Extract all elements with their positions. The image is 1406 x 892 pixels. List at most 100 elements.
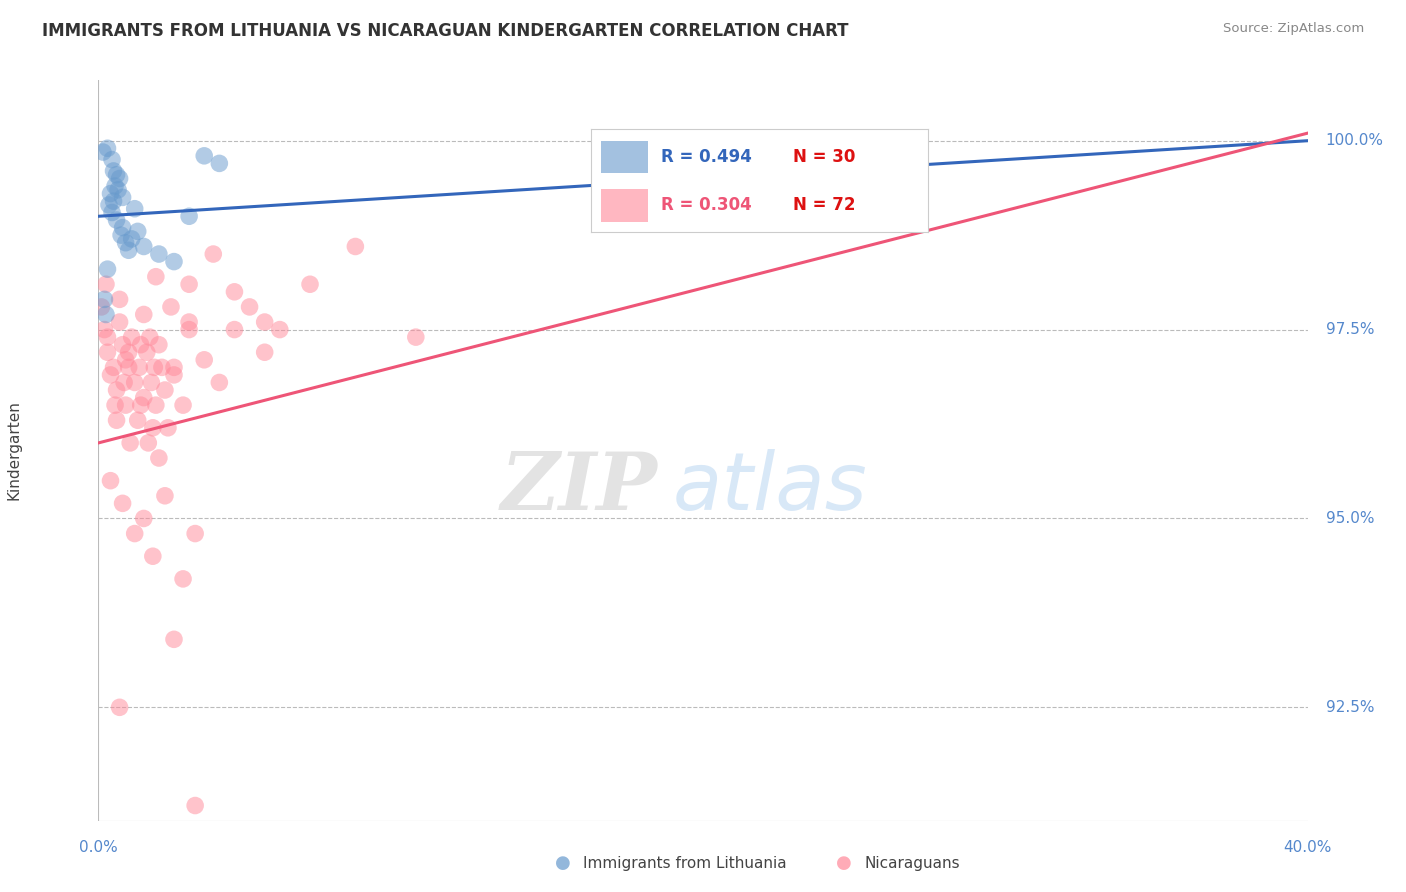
Point <box>108 700 131 714</box>
Point <box>108 171 131 186</box>
Point <box>108 293 131 307</box>
Point <box>90 300 112 314</box>
Point <box>114 398 136 412</box>
Point <box>132 391 155 405</box>
Point <box>193 149 215 163</box>
Point <box>103 164 125 178</box>
Point <box>101 205 124 219</box>
Point <box>93 322 115 336</box>
Point <box>118 244 141 258</box>
Point <box>136 436 159 450</box>
Point <box>118 345 141 359</box>
Point <box>141 376 163 390</box>
Point <box>143 360 166 375</box>
Point <box>124 526 146 541</box>
Point <box>107 183 129 197</box>
Point <box>111 496 134 510</box>
Point <box>94 308 117 322</box>
Point <box>153 383 176 397</box>
Point <box>224 285 246 299</box>
Point <box>127 224 149 238</box>
Point <box>179 315 201 329</box>
Point <box>96 262 118 277</box>
Text: IMMIGRANTS FROM LITHUANIA VS NICARAGUAN KINDERGARTEN CORRELATION CHART: IMMIGRANTS FROM LITHUANIA VS NICARAGUAN … <box>42 22 849 40</box>
Point <box>100 186 122 201</box>
Point <box>108 315 131 329</box>
Point <box>94 277 117 292</box>
Text: R = 0.494: R = 0.494 <box>661 148 752 166</box>
Point <box>114 352 136 367</box>
Point <box>100 474 122 488</box>
Text: ZIP: ZIP <box>501 450 658 527</box>
Point <box>105 413 128 427</box>
Point <box>239 300 262 314</box>
Point <box>179 322 201 336</box>
Point <box>104 179 127 194</box>
Point <box>91 145 114 159</box>
Point <box>156 421 179 435</box>
Point <box>142 549 165 564</box>
Point <box>105 168 128 182</box>
Point <box>148 450 170 465</box>
Text: 40.0%: 40.0% <box>1284 839 1331 855</box>
Point <box>105 213 128 227</box>
Point <box>111 337 134 351</box>
Point <box>145 269 167 284</box>
Point <box>111 190 134 204</box>
Bar <box>600 141 648 173</box>
Point <box>129 337 152 351</box>
Point <box>139 330 162 344</box>
Point <box>202 247 225 261</box>
Point <box>208 376 231 390</box>
Point <box>104 398 127 412</box>
Point <box>172 572 194 586</box>
Point <box>299 277 322 292</box>
Point <box>135 345 157 359</box>
Point <box>172 829 194 843</box>
Point <box>128 360 150 375</box>
Point <box>93 293 115 307</box>
Point <box>163 360 186 375</box>
Text: Nicaraguans: Nicaraguans <box>865 856 960 871</box>
Point <box>121 232 143 246</box>
Point <box>129 398 152 412</box>
Text: R = 0.304: R = 0.304 <box>661 196 752 214</box>
Point <box>253 315 276 329</box>
Point <box>253 345 276 359</box>
Text: ●: ● <box>835 855 852 872</box>
Point <box>208 156 231 170</box>
Point <box>163 368 186 382</box>
Text: atlas: atlas <box>672 450 868 527</box>
Point <box>124 376 146 390</box>
Point <box>120 436 142 450</box>
Point <box>160 300 183 314</box>
Text: ●: ● <box>554 855 571 872</box>
Point <box>179 209 201 223</box>
Point <box>184 798 207 813</box>
Point <box>163 254 186 268</box>
Text: N = 72: N = 72 <box>793 196 855 214</box>
Point <box>103 194 125 209</box>
Point <box>172 398 194 412</box>
Point <box>344 239 367 253</box>
Point <box>96 330 118 344</box>
Text: Source: ZipAtlas.com: Source: ZipAtlas.com <box>1223 22 1364 36</box>
Point <box>101 153 124 167</box>
Point <box>179 277 201 292</box>
Point <box>105 383 128 397</box>
Point <box>405 330 427 344</box>
Text: Kindergarten: Kindergarten <box>6 401 21 500</box>
Point <box>96 141 118 155</box>
Point <box>153 489 176 503</box>
Bar <box>600 189 648 221</box>
Point <box>127 413 149 427</box>
Text: N = 30: N = 30 <box>793 148 855 166</box>
Point <box>142 421 165 435</box>
Point <box>111 220 134 235</box>
Point <box>103 360 125 375</box>
Point <box>132 511 155 525</box>
Text: 92.5%: 92.5% <box>1326 700 1374 714</box>
Point <box>110 228 132 243</box>
Point <box>184 526 207 541</box>
Text: 0.0%: 0.0% <box>79 839 118 855</box>
